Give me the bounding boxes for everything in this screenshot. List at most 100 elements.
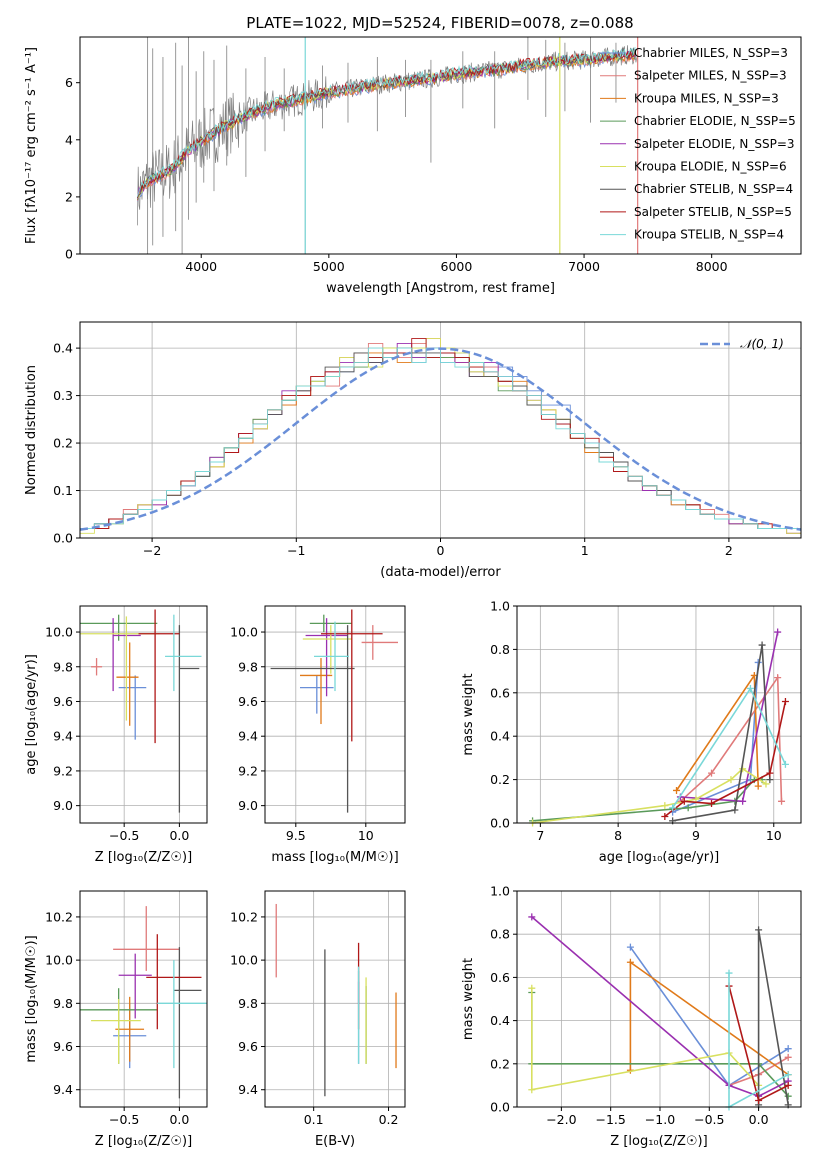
data-point-marker (762, 780, 770, 788)
legend-entry: Chabrier ELODIE, N_SSP=5 (634, 114, 796, 128)
mass-weight-line (679, 675, 783, 802)
y-tick-label: 9.4 (238, 729, 258, 744)
model-fit-line (136, 49, 636, 198)
data-point-marker (661, 812, 669, 820)
data-point-marker (784, 1081, 792, 1089)
y-tick-label: 0.8 (490, 642, 510, 657)
mass-vs-metallicity-panel: −0.5 0.0 9.4 9.6 9.8 10.0 10.2 Z [log₁₀(Z/Z☉)] m… (24, 890, 208, 1149)
x-tick-label: 2 (725, 543, 733, 558)
model-fit-line (136, 50, 636, 200)
y-tick-label: 9.6 (238, 694, 258, 709)
residuals-histogram-panel: −2 −1 0 1 2 0.0 0.1 0.2 0.3 0.4 (data-model)/error… (24, 321, 802, 580)
legend-entry: Kroupa ELODIE, N_SSP=6 (634, 160, 787, 174)
y-tick-label: 4 (65, 132, 73, 147)
x-tick-label: 8000 (696, 259, 728, 274)
data-point-marker (528, 913, 536, 921)
model-fit-line (136, 50, 636, 200)
plot-frame (79, 605, 208, 824)
legend-entry: Chabrier STELIB, N_SSP=4 (634, 182, 793, 196)
data-point-marker (626, 958, 634, 966)
y-axis-label: mass [log₁₀(M/M☉)] (24, 935, 39, 1062)
data-point-marker (755, 1097, 763, 1105)
y-tick-label: 9.6 (53, 694, 73, 709)
data-point-marker (727, 776, 735, 784)
x-tick-label: 8 (614, 828, 622, 843)
legend-entry: Chabrier MILES, N_SSP=3 (634, 46, 788, 60)
y-tick-label: 9.4 (53, 729, 73, 744)
normal-distribution-curve (80, 347, 801, 531)
model-fit-line (137, 49, 636, 199)
y-tick-label: 10.0 (230, 625, 258, 640)
plot-frame (79, 890, 208, 1108)
histogram-plot-area (80, 338, 801, 538)
data-point-marker (669, 804, 677, 812)
x-axis-label: age [log₁₀(age/yr)] (599, 850, 720, 865)
y-tick-label: 9.0 (238, 798, 258, 813)
data-point-marker (781, 697, 789, 705)
model-fit-line (136, 52, 636, 201)
y-tick-label: 10.0 (45, 625, 73, 640)
y-tick-label: 0.2 (490, 1056, 510, 1071)
y-tick-label: 0.1 (53, 483, 73, 498)
data-point-marker (784, 1071, 792, 1079)
y-tick-label: 0.2 (53, 436, 73, 451)
y-tick-label: 10.2 (45, 909, 73, 924)
legend-entry: 𝒩(0, 1) (740, 337, 784, 351)
y-tick-label: 0.8 (490, 927, 510, 942)
model-fit-line (137, 47, 636, 199)
y-tick-label: 10.2 (230, 909, 258, 924)
data-point-marker (784, 1092, 792, 1100)
plot-frame (264, 605, 406, 824)
y-axis-label: mass weight (461, 673, 476, 755)
x-tick-label: −1 (287, 543, 305, 558)
spectrum-panel: 4000 5000 6000 7000 8000 0 2 4 6 wavelength [Angs… (24, 36, 802, 296)
y-tick-label: 1.0 (490, 884, 510, 899)
data-point-marker (725, 969, 733, 977)
data-point-marker (731, 806, 739, 814)
x-tick-label: 4000 (185, 259, 217, 274)
plot-frame (79, 36, 802, 255)
x-tick-label: 0.0 (169, 1112, 189, 1127)
age-vs-mass-panel: 9.5 10 9.0 9.2 9.4 9.6 9.8 10.0 mass [log₁₀(M/M☉… (230, 605, 406, 865)
x-axis-label: E(B-V) (315, 1134, 355, 1149)
y-tick-label: 9.6 (238, 1039, 258, 1054)
mass-weight-line (757, 929, 789, 1105)
y-tick-label: 0.4 (490, 1013, 510, 1028)
data-point-marker (528, 984, 536, 992)
x-tick-label: 9 (692, 828, 700, 843)
x-tick-label: 0.0 (749, 1112, 769, 1127)
y-tick-label: 0.0 (490, 816, 510, 831)
data-point-marker (673, 786, 681, 794)
legend-entry: Kroupa MILES, N_SSP=3 (634, 91, 779, 105)
y-axis-label: Flux [fλ10⁻¹⁷ erg cm⁻² s⁻¹ A⁻¹] (24, 47, 39, 244)
y-tick-label: 9.8 (238, 996, 258, 1011)
x-axis-label: Z [log₁₀(Z/Z☉)] (610, 1134, 707, 1149)
x-tick-label: −0.5 (109, 828, 139, 843)
model-fit-line (136, 52, 636, 202)
model-fit-line (136, 52, 636, 201)
y-axis-label: age [log₁₀(age/yr)] (24, 654, 39, 775)
data-point-marker (739, 797, 747, 805)
y-tick-label: 0.6 (490, 970, 510, 985)
spectrum-plot-area (136, 37, 639, 254)
x-axis-label: wavelength [Angstrom, rest frame] (326, 281, 555, 296)
plot-frame (516, 605, 802, 824)
x-tick-label: −1.0 (645, 1112, 675, 1127)
y-tick-label: 9.2 (238, 763, 258, 778)
x-tick-label: 0.2 (379, 1112, 399, 1127)
x-tick-label: −2 (143, 543, 161, 558)
data-point-marker (626, 943, 634, 951)
data-point-marker (708, 769, 716, 777)
x-tick-label: 6000 (441, 259, 473, 274)
y-tick-label: 6 (65, 75, 73, 90)
y-tick-label: 10.0 (45, 953, 73, 968)
y-axis-label: Normed distribution (24, 365, 39, 495)
data-point-marker (746, 684, 754, 692)
y-tick-label: 10.0 (230, 953, 258, 968)
data-point-marker (680, 797, 688, 805)
mass-weight-line (672, 644, 771, 822)
x-tick-label: 10 (766, 828, 782, 843)
y-tick-label: 0.2 (490, 772, 510, 787)
data-point-marker (778, 797, 786, 805)
